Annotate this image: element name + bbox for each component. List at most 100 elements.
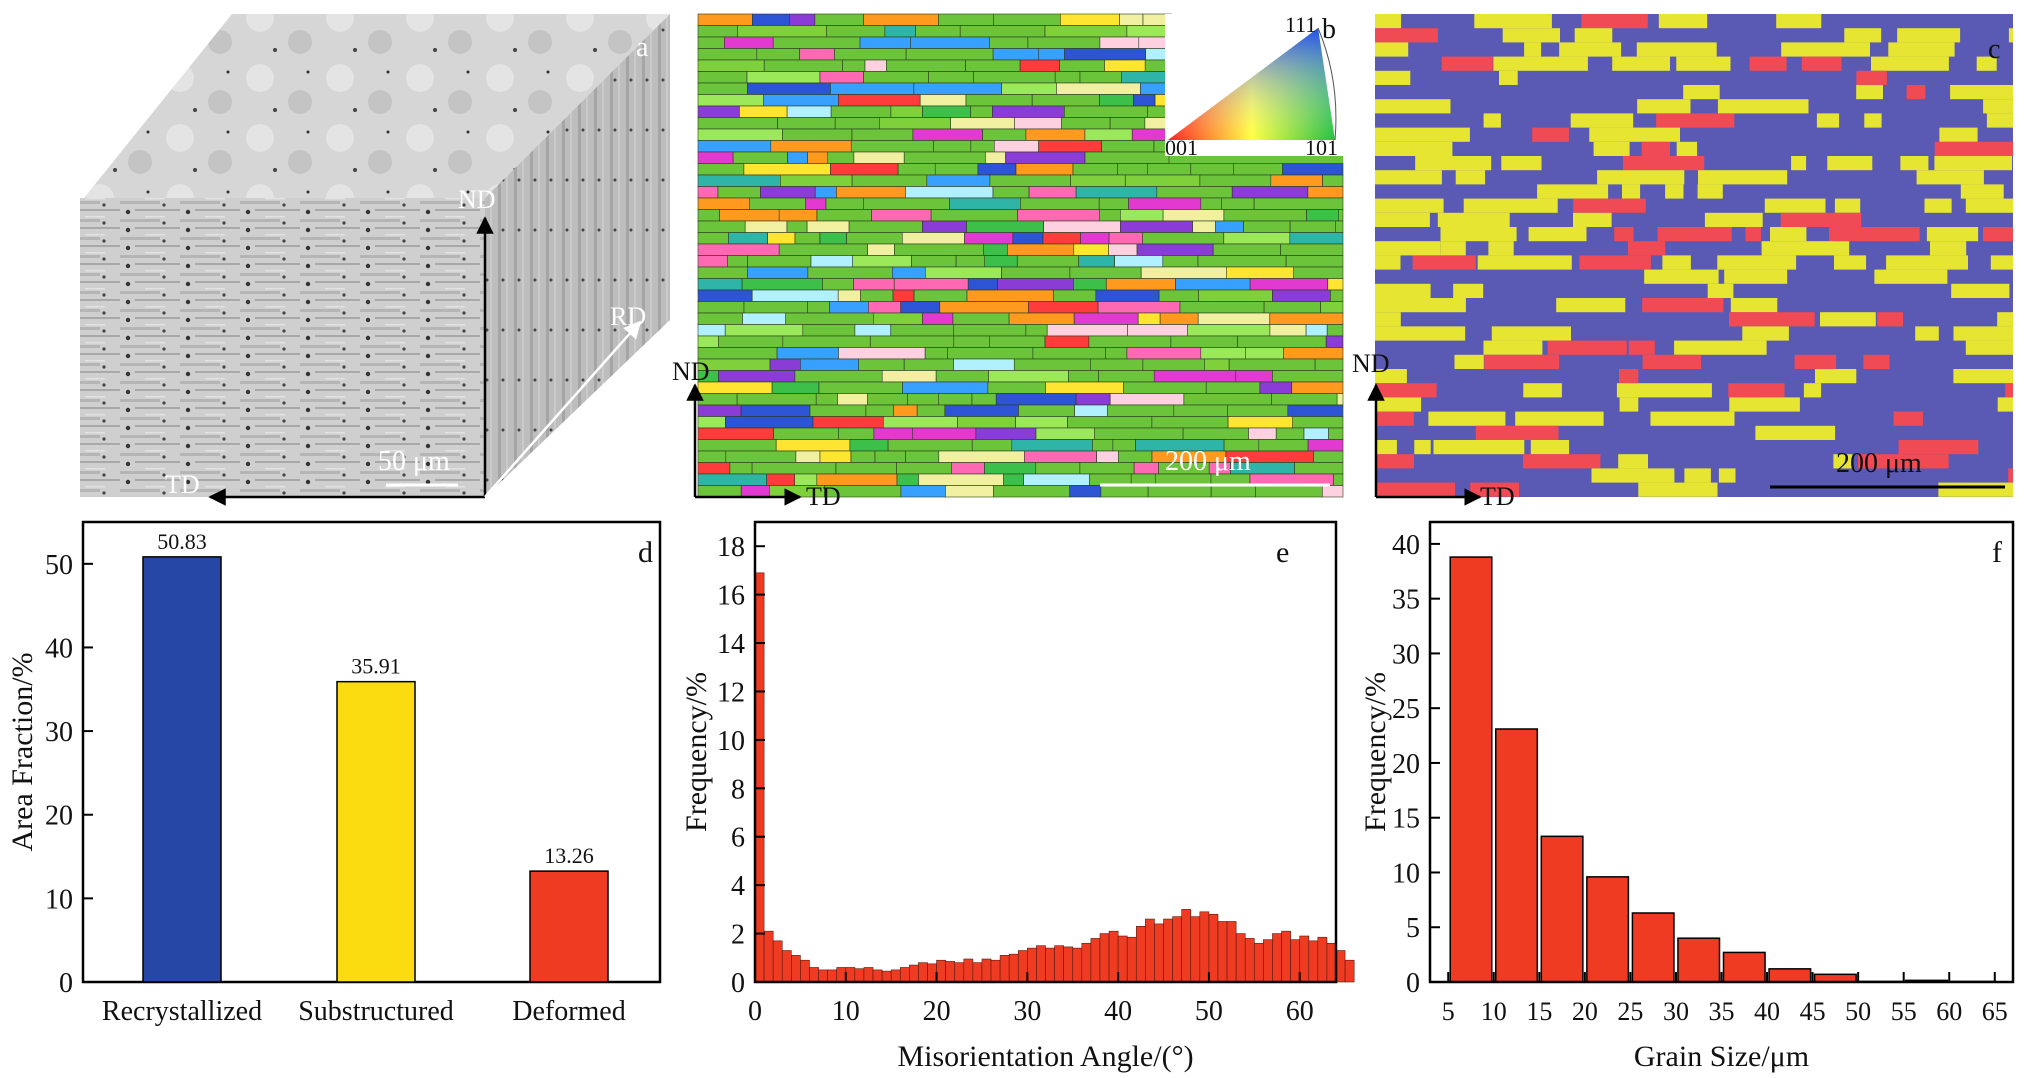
- x-tick-label: 35: [1709, 997, 1735, 1026]
- y-tick-label: 10: [45, 884, 73, 915]
- bar: [1226, 921, 1237, 983]
- x-tick-label: Recrystallized: [102, 996, 262, 1027]
- bar: [1045, 947, 1055, 983]
- y-tick-label: 25: [1392, 694, 1420, 725]
- x-tick-label: 30: [1013, 996, 1041, 1027]
- ipf-key-111: 111: [1285, 12, 1316, 37]
- panel-letter-d: d: [638, 536, 653, 569]
- plot-frame: [753, 520, 1338, 984]
- panel-letter-a: a: [636, 32, 649, 63]
- rd-axis-arrow: [484, 320, 642, 498]
- ipf-key-001: 001: [1165, 135, 1198, 160]
- bar: [1722, 951, 1766, 983]
- bar: [836, 967, 847, 983]
- y-tick-label: 40: [45, 633, 73, 664]
- y-tick-label: 0: [1406, 968, 1420, 999]
- bar: [763, 930, 774, 983]
- bar: [927, 963, 937, 983]
- bar: [754, 572, 765, 983]
- bar: [1344, 959, 1355, 983]
- panel-letter-b: b: [1322, 14, 1336, 45]
- bar: [863, 967, 874, 983]
- x-tick-label: 25: [1617, 997, 1643, 1026]
- x-axis-label: Misorientation Angle/(°): [897, 1040, 1193, 1073]
- y-tick-label: 2: [731, 920, 745, 951]
- bar: [963, 958, 974, 983]
- y-tick-label: 50: [45, 550, 73, 581]
- bar: [1017, 950, 1028, 983]
- scale-bar-label-c: 200 μm: [1836, 448, 1922, 479]
- bar: [791, 955, 801, 983]
- bar: [1099, 933, 1110, 983]
- x-tick-label: 20: [923, 996, 951, 1027]
- bar: [972, 962, 983, 983]
- bar: [1054, 945, 1064, 983]
- bar: [909, 964, 919, 983]
- nd-label-a: ND: [458, 185, 496, 214]
- y-tick-label: 4: [731, 871, 745, 902]
- bar: [1181, 909, 1192, 983]
- data-label: 50.83: [157, 529, 207, 554]
- ipf-key-101: 101: [1305, 135, 1338, 160]
- bar: [845, 967, 856, 983]
- scale-bar-label-a: 50 μm: [378, 446, 450, 477]
- rd-label-a: RD: [610, 302, 646, 331]
- y-tick-label: 15: [1392, 804, 1420, 835]
- y-tick-label: 0: [59, 968, 73, 999]
- y-tick-label: 6: [731, 823, 745, 854]
- panel-letter-f: f: [1992, 536, 2002, 569]
- bar: [1235, 933, 1246, 983]
- y-tick-label: 5: [1406, 913, 1420, 944]
- x-tick-label: Deformed: [512, 996, 626, 1027]
- bar: [1308, 940, 1319, 983]
- bar: [1008, 953, 1019, 983]
- bar: [1244, 938, 1255, 983]
- bar: [1163, 918, 1173, 983]
- chart-e-misorientation: 0 2 4 6 8 10 12 14 16 18 0 10 20 30 40 50 60 Misorientati…: [680, 520, 1355, 1073]
- y-tick-label: 20: [1392, 749, 1420, 780]
- bar: [999, 955, 1010, 983]
- bar: [809, 967, 819, 983]
- bar: [1126, 936, 1137, 983]
- x-tick-label: 0: [748, 996, 762, 1027]
- bar: [1495, 728, 1539, 983]
- x-tick-label: 65: [1982, 997, 2008, 1026]
- bar: [872, 969, 883, 983]
- bar: [1263, 939, 1273, 983]
- bar: [1199, 911, 1210, 983]
- bar: [1190, 916, 1201, 983]
- y-tick-label: 30: [1392, 639, 1420, 670]
- bar: [1290, 939, 1300, 983]
- x-tick-label: 50: [1845, 997, 1871, 1026]
- bar: [1090, 938, 1101, 983]
- td-label-b: TD: [806, 482, 841, 511]
- y-tick-label: 20: [45, 801, 73, 832]
- y-tick-label: 18: [717, 532, 745, 563]
- bar: [818, 969, 828, 983]
- y-tick-label: 30: [45, 717, 73, 748]
- y-tick-label: 14: [717, 629, 745, 660]
- panel-c-recrystallization-map: 200 μm ND TD c: [1352, 14, 2013, 511]
- x-tick-label: 45: [1800, 997, 1826, 1026]
- y-tick-label: 10: [1392, 858, 1420, 889]
- bar: [827, 969, 838, 983]
- x-tick-label: 5: [1442, 997, 1455, 1026]
- x-tick-label: 15: [1526, 997, 1552, 1026]
- bar: [881, 970, 892, 983]
- x-tick-label: 60: [1286, 996, 1314, 1027]
- bar: [890, 969, 901, 983]
- data-label: 13.26: [544, 843, 594, 868]
- y-tick-label: 16: [717, 581, 745, 612]
- bar: [899, 967, 910, 983]
- data-label: 35.91: [351, 654, 401, 679]
- bar: [142, 556, 222, 983]
- bar: [1081, 942, 1092, 983]
- bar: [1063, 946, 1074, 983]
- bar: [1072, 947, 1083, 983]
- bar: [1027, 947, 1037, 983]
- bar: [1768, 968, 1812, 983]
- nd-label-b: ND: [672, 357, 710, 386]
- x-tick-label: Substructured: [298, 996, 454, 1027]
- bar: [981, 958, 992, 983]
